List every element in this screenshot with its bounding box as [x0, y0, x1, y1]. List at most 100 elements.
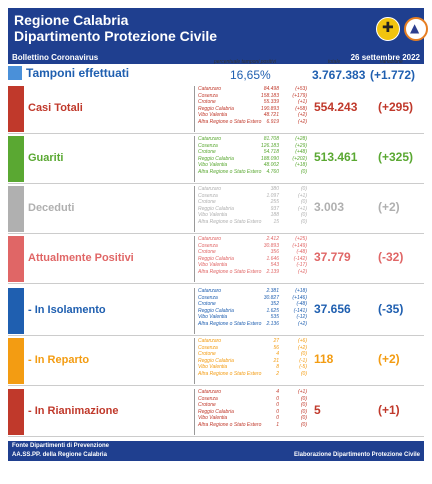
- province-value: 2.412: [266, 236, 279, 242]
- province-delta: (+28): [295, 136, 307, 142]
- province-value: 1: [276, 421, 279, 428]
- province-delta: (-142): [293, 255, 307, 262]
- province-row: Altra Regione o Stato Estero 2.139 (+2): [195, 269, 310, 276]
- section-5: - In Reparto Catanzaro 27 (+6) Cosenza 56 (+2)…: [8, 338, 424, 386]
- province-value: 48.721: [263, 112, 279, 118]
- province-row: Altra Regione o Stato Estero 1 (0): [195, 422, 310, 429]
- province-row: Vibo Valentia 535 (-12): [195, 314, 310, 321]
- province-value: 81.708: [263, 136, 279, 142]
- bulletin-date: 26 settembre 2022: [350, 53, 420, 62]
- province-name: Vibo Valentia: [198, 262, 228, 268]
- province-value: 0: [276, 415, 279, 421]
- province-row: Cosenza 30.893 (+149): [195, 243, 310, 250]
- province-value: 1.625: [266, 307, 279, 314]
- tamponi-percentage: 16,65%: [230, 68, 271, 82]
- province-delta: (0): [300, 186, 307, 192]
- province-value: 56: [273, 344, 279, 351]
- section-4: - In Isolamento Catanzaro 2.381 (+18) Cosenz…: [8, 288, 424, 336]
- header-subtitle: Dipartimento Protezione Civile: [14, 28, 218, 44]
- section-total: 513.461: [314, 150, 358, 164]
- section-color-bar: [8, 186, 24, 232]
- province-row: Reggio Calabria 0 (0): [195, 409, 310, 416]
- province-delta: (0): [300, 212, 307, 218]
- province-delta: (+18): [295, 288, 307, 294]
- province-row: Catanzaro 380 (0): [195, 186, 310, 193]
- province-value: 2.136: [266, 320, 279, 327]
- province-row: Reggio Calabria 1.646 (-142): [195, 256, 310, 263]
- province-delta: (+48): [295, 149, 307, 155]
- province-name: Cosenza: [198, 395, 218, 402]
- province-name: Reggio Calabria: [198, 307, 234, 314]
- province-name: Cosenza: [198, 192, 218, 199]
- province-delta: (0): [300, 199, 307, 205]
- province-name: Reggio Calabria: [198, 105, 234, 112]
- section-total: 37.656: [314, 302, 351, 316]
- province-value: 0: [276, 402, 279, 408]
- province-value: 126.183: [260, 142, 279, 149]
- footer: Fonte Dipartimenti di Prevenzione AA.SS.…: [8, 441, 424, 461]
- province-value: 15: [273, 218, 279, 225]
- province-value: 6.919: [266, 118, 279, 125]
- section-label: Attualmente Positivi: [28, 252, 134, 264]
- section-divider: [8, 233, 424, 234]
- province-delta: (0): [300, 395, 307, 402]
- province-value: 535: [270, 314, 279, 320]
- province-delta: (-1): [299, 357, 307, 364]
- province-name: Altra Regione o Stato Estero: [198, 421, 262, 428]
- section-divider: [8, 385, 424, 386]
- province-value: 188.090: [260, 155, 279, 162]
- section-total: 118: [314, 352, 334, 366]
- province-value: 54.718: [263, 149, 279, 155]
- province-delta: (0): [300, 415, 307, 421]
- section-divider: [8, 183, 424, 184]
- province-name: Catanzaro: [198, 236, 222, 242]
- province-delta: (-48): [296, 301, 307, 307]
- section-total: 3.003: [314, 200, 345, 214]
- section-divider: [8, 133, 424, 134]
- province-value: 188: [270, 212, 279, 218]
- footer-elaboration: Elaborazione Dipartimento Protezione Civ…: [293, 452, 420, 458]
- province-delta: (-48): [296, 249, 307, 255]
- province-name: Altra Regione o Stato Estero: [198, 168, 262, 175]
- province-value: 21: [273, 357, 279, 364]
- footer-source-line2: AA.SS.PP. della Regione Calabria: [12, 452, 107, 458]
- province-row: Vibo Valentia 543 (-17): [195, 262, 310, 269]
- province-row: Crotone 352 (-48): [195, 301, 310, 308]
- province-name: Crotone: [198, 199, 216, 205]
- province-name: Catanzaro: [198, 86, 222, 92]
- province-name: Vibo Valentia: [198, 212, 228, 218]
- province-row: Altra Regione o Stato Estero 2 (0): [195, 371, 310, 378]
- tamponi-label: Tamponi effettuati: [26, 66, 130, 80]
- bulletin-bar: Bollettino Coronavirus 26 settembre 2022: [8, 52, 424, 64]
- province-name: Cosenza: [198, 92, 218, 99]
- section-color-bar: [8, 338, 24, 384]
- province-name: Cosenza: [198, 294, 218, 301]
- province-breakdown: Catanzaro 81.708 (+28) Cosenza 126.183 (+29) C…: [194, 136, 310, 182]
- section-color-bar: [8, 86, 24, 132]
- province-name: Crotone: [198, 402, 216, 408]
- section-variation: (-32): [378, 250, 404, 264]
- province-delta: (0): [300, 351, 307, 357]
- province-value: 0: [276, 408, 279, 415]
- section-variation: (+295): [378, 100, 414, 114]
- province-row: Vibo Valentia 48.002 (+18): [195, 162, 310, 169]
- civil-protection-logo-icon: [404, 17, 428, 41]
- province-value: 0: [276, 395, 279, 402]
- section-label: - In Reparto: [28, 354, 90, 366]
- section-0: Casi Totali Catanzaro 84.498 (+53) Cosenza 15…: [8, 86, 424, 134]
- province-delta: (0): [300, 168, 307, 175]
- tamponi-variation: (+1.772): [370, 68, 416, 82]
- province-row: Catanzaro 2.412 (+25): [195, 236, 310, 243]
- province-name: Vibo Valentia: [198, 364, 228, 370]
- province-name: Altra Regione o Stato Estero: [198, 268, 262, 275]
- province-value: 2: [276, 370, 279, 377]
- section-variation: (-35): [378, 302, 404, 316]
- section-variation: (+2): [378, 200, 400, 214]
- province-row: Crotone 356 (-48): [195, 249, 310, 256]
- province-row: Catanzaro 2.381 (+18): [195, 288, 310, 295]
- province-value: 2.139: [266, 268, 279, 275]
- province-value: 4: [276, 351, 279, 357]
- province-value: 255: [270, 199, 279, 205]
- province-row: Crotone 54.718 (+48): [195, 149, 310, 156]
- province-value: 4.760: [266, 168, 279, 175]
